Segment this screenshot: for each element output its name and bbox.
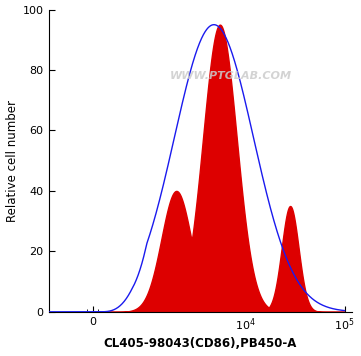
Text: WWW.PTGLAB.COM: WWW.PTGLAB.COM — [170, 71, 292, 81]
Y-axis label: Relative cell number: Relative cell number — [5, 100, 18, 222]
X-axis label: CL405-98043(CD86),PB450-A: CL405-98043(CD86),PB450-A — [104, 337, 297, 350]
